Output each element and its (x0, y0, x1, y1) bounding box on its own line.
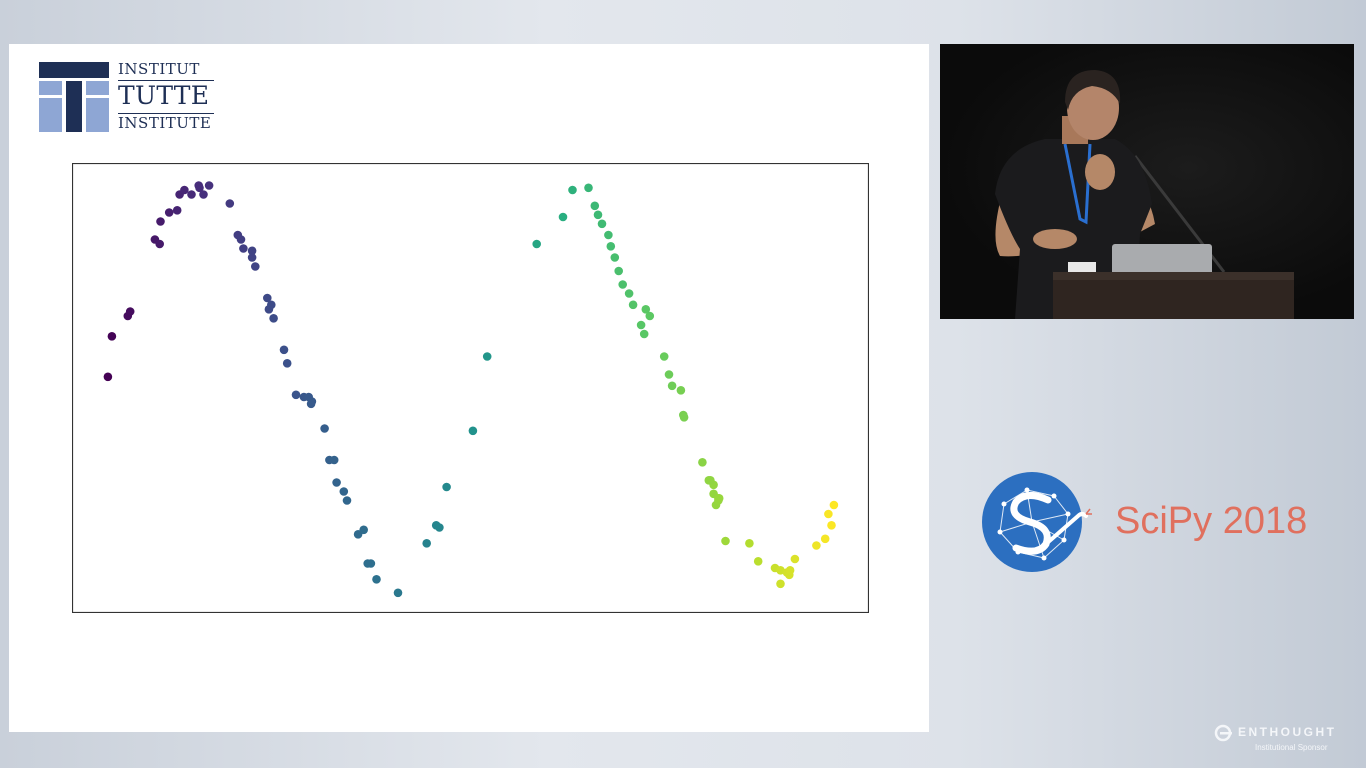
scatter-point (435, 523, 444, 532)
scatter-point (204, 181, 214, 190)
scatter-point (679, 413, 689, 422)
scatter-point (267, 300, 276, 310)
sponsor-badge: ENTHOUGHT Institutional Sponsor (1214, 722, 1354, 758)
scatter-point (812, 541, 821, 550)
scatter-point (125, 307, 135, 316)
speaker-video-icon (995, 70, 1294, 319)
scatter-point (667, 381, 677, 391)
scatter-point (706, 476, 715, 485)
scatter-point (422, 539, 432, 548)
scatter-point (247, 253, 257, 262)
scatter-point (195, 183, 204, 193)
scatter-chart (72, 163, 869, 613)
scatter-point (593, 210, 603, 220)
scatter-point (824, 509, 833, 519)
scipy-logo-icon (982, 472, 1092, 572)
scatter-point (590, 201, 600, 211)
scatter-point (320, 424, 329, 433)
scatter-point (745, 539, 754, 548)
scatter-point (172, 206, 182, 215)
scatter-points (103, 181, 839, 598)
scatter-point (628, 300, 638, 310)
scatter-point (263, 293, 272, 303)
scatter-point (442, 482, 451, 492)
scatter-point (676, 386, 686, 395)
presentation-slide: INSTITUT TUTTE INSTITUTE (9, 44, 929, 732)
scatter-point (393, 588, 403, 598)
tutte-institute-logo: INSTITUT TUTTE INSTITUTE (39, 62, 219, 134)
scatter-point (558, 212, 568, 222)
scatter-point (659, 352, 669, 361)
logo-text-institute: INSTITUTE (118, 114, 212, 132)
scatter-point (236, 235, 246, 244)
tutte-logo-mark-icon (39, 62, 109, 132)
scatter-point (468, 426, 478, 436)
scatter-point (282, 359, 292, 368)
scatter-point (610, 253, 620, 262)
sponsor-subtitle: Institutional Sponsor (1255, 743, 1328, 752)
scatter-point (269, 314, 278, 323)
scatter-point (156, 217, 165, 226)
scatter-point (714, 494, 724, 503)
scatter-point (339, 487, 349, 496)
scatter-point (568, 185, 577, 195)
logo-divider (118, 113, 214, 114)
logo-text-tutte: TUTTE (118, 81, 210, 110)
conference-name: SciPy 2018 (1115, 500, 1308, 542)
scatter-point (225, 199, 235, 208)
scatter-point (164, 208, 174, 217)
scatter-point (618, 280, 627, 289)
scatter-point (239, 244, 248, 253)
scatter-point (342, 496, 352, 505)
scatter-point (363, 559, 373, 568)
scatter-point (107, 332, 117, 341)
scatter-point (614, 266, 623, 276)
scatter-point (532, 239, 541, 249)
scatter-point (624, 289, 634, 298)
scatter-point (785, 566, 795, 575)
scatter-point (606, 242, 616, 251)
scatter-point (291, 390, 301, 400)
sponsor-name: ENTHOUGHT (1238, 725, 1337, 739)
scatter-point (247, 246, 257, 256)
scatter-point (584, 183, 593, 193)
scatter-point (359, 525, 369, 535)
enthought-logo-icon (1214, 724, 1232, 742)
scatter-point (307, 397, 317, 406)
scatter-point (199, 190, 208, 199)
scatter-point (645, 311, 655, 321)
logo-divider (118, 80, 214, 81)
scatter-point (753, 557, 763, 566)
scatter-point (827, 521, 836, 530)
scatter-point (721, 536, 730, 546)
scatter-point (664, 370, 674, 379)
scatter-point (604, 230, 613, 240)
logo-text-institut: INSTITUT (118, 60, 200, 78)
scatter-point (829, 500, 839, 510)
scatter-point (482, 352, 492, 361)
scatter-point (636, 320, 646, 330)
scatter-point (641, 305, 651, 314)
scatter-point (776, 579, 785, 589)
scatter-point (180, 185, 189, 195)
scatter-point (639, 329, 649, 339)
scatter-point (332, 478, 341, 487)
scatter-point (187, 190, 196, 199)
scatter-point (155, 239, 164, 249)
scatter-point (698, 458, 707, 467)
scatter-point (103, 372, 113, 382)
scatter-point (820, 534, 830, 544)
scatter-point (279, 345, 289, 355)
plot-frame (72, 163, 869, 613)
scatter-point (790, 554, 800, 564)
scatter-point (597, 219, 607, 229)
scatter-point (329, 455, 339, 465)
scatter-point (372, 575, 381, 584)
scatter-point (251, 262, 260, 271)
speaker-video-panel (940, 44, 1354, 319)
